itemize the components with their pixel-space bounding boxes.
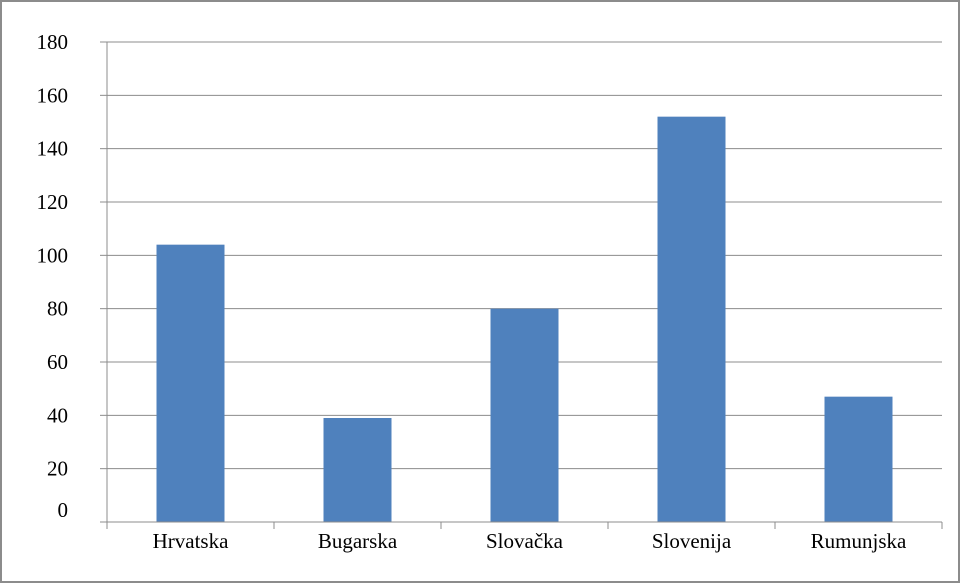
bar-hrvatska bbox=[156, 244, 225, 522]
bar-slovenija bbox=[657, 116, 726, 523]
y-tick-labels: 0 20 40 60 80 100 120 140 160 180 bbox=[37, 30, 69, 522]
y-tick-label: 40 bbox=[47, 403, 68, 427]
y-tick-label: 180 bbox=[37, 30, 69, 54]
x-tick-label: Slovenija bbox=[652, 529, 732, 553]
x-tick-label: Bugarska bbox=[318, 529, 398, 553]
y-tick-label: 20 bbox=[47, 457, 68, 481]
y-tick-label: 120 bbox=[37, 190, 69, 214]
y-tick-label: 160 bbox=[37, 83, 69, 107]
gridlines bbox=[107, 41, 942, 470]
x-tick-label: Rumunjska bbox=[811, 529, 907, 553]
bars bbox=[156, 116, 893, 523]
y-tick-label: 140 bbox=[37, 137, 69, 161]
x-tick-labels: Hrvatska Bugarska Slovačka Slovenija Rumunjs… bbox=[153, 529, 907, 553]
y-tick-label: 60 bbox=[47, 350, 68, 374]
y-tick-label: 80 bbox=[47, 297, 68, 321]
bar-rumunjska bbox=[824, 396, 893, 522]
bar-slovačka bbox=[490, 308, 559, 522]
x-tick-label: Slovačka bbox=[486, 529, 564, 553]
y-tick-label: 0 bbox=[58, 498, 69, 522]
axes bbox=[100, 41, 943, 529]
y-tick-label: 100 bbox=[37, 243, 69, 267]
bar-bugarska bbox=[323, 418, 392, 522]
x-tick-label: Hrvatska bbox=[153, 529, 229, 553]
